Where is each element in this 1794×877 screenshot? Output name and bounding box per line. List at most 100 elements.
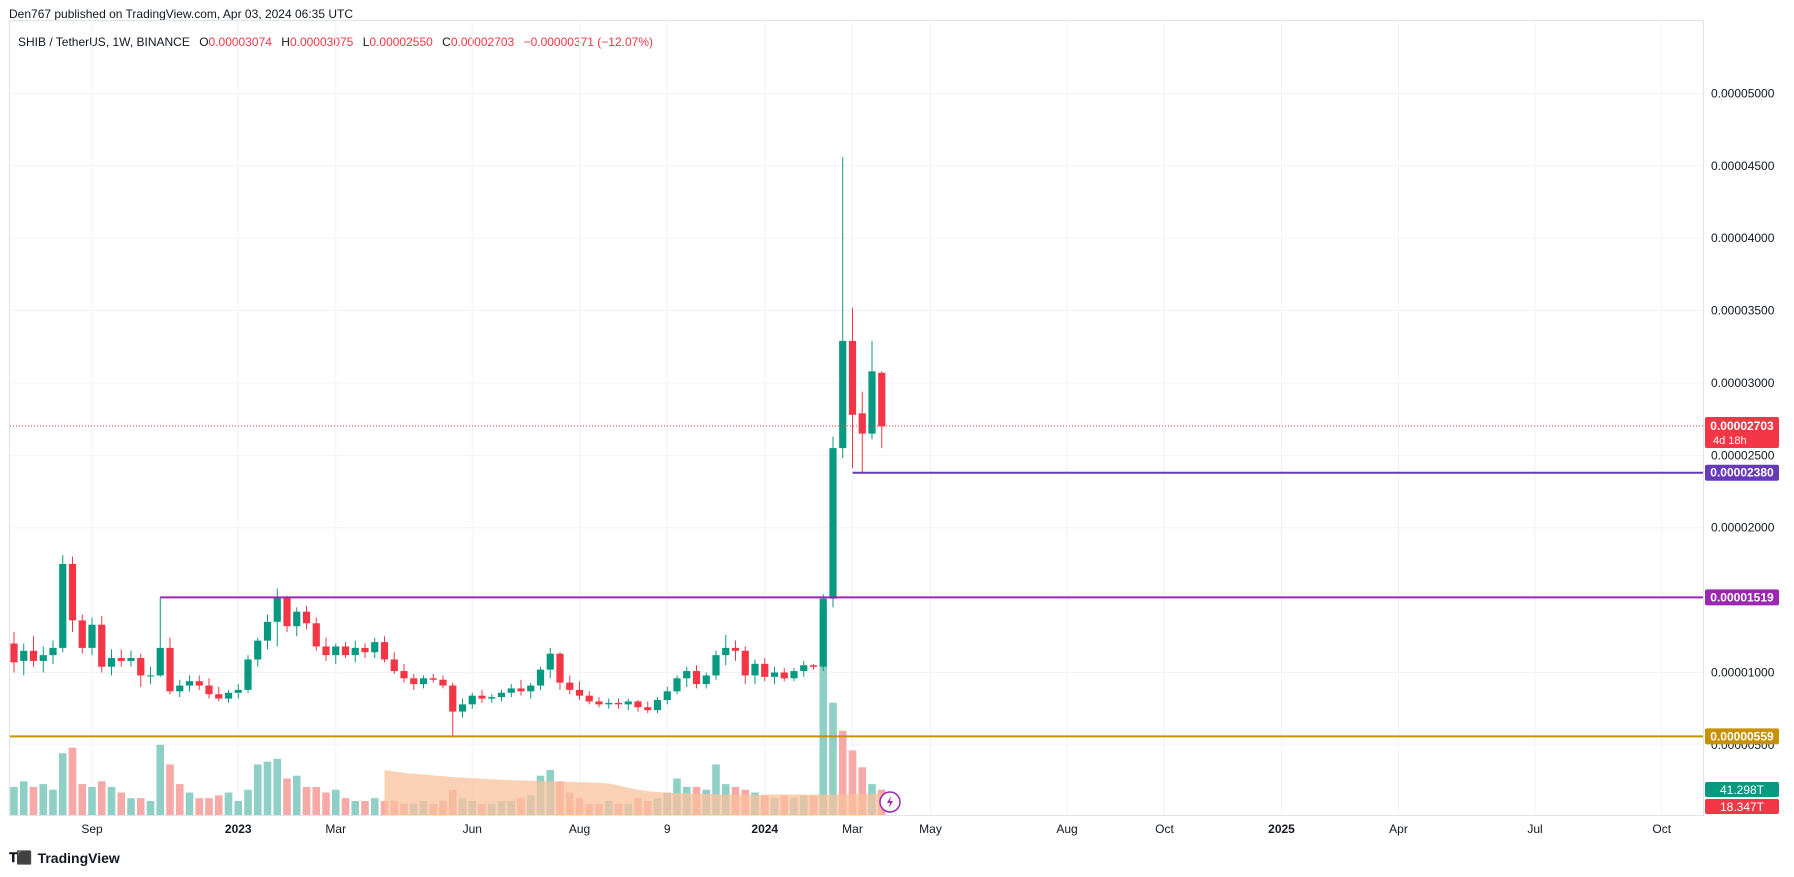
line-price-label: 0.00000559: [1710, 729, 1774, 743]
candle-body: [536, 669, 545, 686]
candle-body: [858, 413, 866, 434]
candle-body: [819, 598, 827, 667]
low-key: L: [362, 35, 370, 49]
line-price-tag: [1705, 464, 1779, 481]
axes: 0.00005000 0.00004500 0.00004000 0.00003500…: [81, 86, 1779, 836]
symbol-label[interactable]: SHIB / TetherUS, 1W, BINANCE: [18, 35, 190, 49]
y-tick-label: 0.00001000: [1711, 666, 1775, 680]
y-tick-label: 0.00003000: [1711, 376, 1775, 390]
candle-body: [595, 701, 603, 705]
candle-body: [68, 563, 77, 621]
candle-body: [195, 681, 203, 686]
volume-bar: [88, 786, 96, 815]
candle-body: [234, 689, 242, 693]
volume-bar: [292, 775, 301, 815]
candle-body: [419, 678, 428, 685]
y-tick-label: 0.00003500: [1711, 304, 1775, 318]
volume-bar: [175, 784, 184, 815]
candle-body: [332, 646, 340, 656]
candle-body: [166, 647, 174, 692]
brand-name: TradingView: [37, 850, 120, 866]
volume-bar: [341, 798, 350, 815]
tradingview-logo-icon: 𝐓⬛: [9, 850, 33, 866]
volume-bar: [107, 786, 116, 815]
grid: [9, 20, 1704, 816]
volume-bar: [78, 784, 87, 815]
volume-bar: [312, 786, 321, 815]
candle-body: [497, 692, 506, 698]
candle-body: [371, 642, 379, 653]
volume-bar: [136, 798, 145, 815]
candle-body: [146, 675, 155, 677]
candle-body: [107, 658, 116, 667]
candle-body: [39, 655, 47, 661]
volume-bar: [146, 800, 155, 815]
candle-body: [156, 647, 164, 676]
candle-body: [341, 646, 350, 656]
candle-body: [185, 681, 194, 686]
candle-body: [634, 701, 642, 708]
volume-ma-tag: [1705, 799, 1779, 814]
candle-body: [507, 688, 515, 693]
x-tick-label: Mar: [842, 822, 863, 836]
chart-frame: [9, 20, 1704, 816]
candle-body: [829, 448, 837, 599]
candle-body: [263, 621, 272, 641]
candle-body: [761, 663, 769, 677]
line-price-label: 0.00002380: [1710, 466, 1774, 480]
volume-bar: [351, 800, 360, 815]
tradingview-brand[interactable]: 𝐓⬛ TradingView: [9, 850, 120, 866]
x-tick-label: 2023: [225, 822, 252, 836]
candle-body: [731, 647, 740, 651]
volume-bar: [97, 781, 106, 815]
candle-body: [605, 702, 613, 705]
volume-bar: [253, 764, 262, 815]
candle-body: [780, 672, 788, 679]
candle-body: [283, 597, 291, 627]
candle-body: [488, 697, 496, 699]
last-price-label: 0.00002703: [1710, 419, 1774, 433]
volume-bar: [156, 744, 165, 815]
candle-body: [410, 678, 418, 685]
volume-bar: [127, 798, 135, 815]
candle-body: [312, 623, 320, 647]
change-value: −0.00000371 (−12.07%): [523, 35, 654, 49]
volume-bar: [224, 792, 233, 815]
publisher-line: Den767 published on TradingView.com, Apr…: [9, 7, 354, 21]
candle-body: [663, 691, 671, 701]
x-tick-label: Jun: [463, 822, 482, 836]
candle-body: [449, 685, 457, 712]
candle-body: [527, 685, 535, 692]
high-key: H: [281, 35, 290, 49]
x-tick-label: 9: [664, 822, 671, 836]
x-tick-label: Mar: [325, 822, 346, 836]
candle-body: [29, 650, 38, 661]
line-price-tag: [1705, 589, 1779, 606]
volume-bar: [322, 792, 330, 815]
volume-bar: [68, 747, 77, 815]
x-tick-label: May: [919, 822, 942, 836]
volume-bar: [49, 789, 57, 815]
candle-body: [88, 624, 96, 648]
candle-body: [839, 340, 847, 449]
candle-body: [293, 611, 301, 627]
volume-bar: [819, 610, 828, 815]
volume-bar: [361, 800, 369, 815]
low-value: 0.00002550: [369, 35, 433, 49]
volume-ma-label: 18.347T: [1720, 800, 1765, 814]
volume-bar: [273, 758, 282, 815]
candle-body: [702, 675, 710, 685]
candle-body: [809, 665, 818, 667]
candle-body: [848, 340, 857, 415]
x-tick-label: Apr: [1389, 822, 1408, 836]
candle-body: [390, 659, 398, 672]
y-tick-label: 0.00004500: [1711, 159, 1775, 173]
volume-bar: [214, 795, 223, 815]
candle-body: [302, 611, 311, 624]
candle-body: [78, 620, 86, 648]
candle-body: [244, 659, 252, 690]
candle-body: [322, 646, 330, 656]
candle-body: [566, 682, 574, 690]
candle-body: [400, 671, 408, 679]
